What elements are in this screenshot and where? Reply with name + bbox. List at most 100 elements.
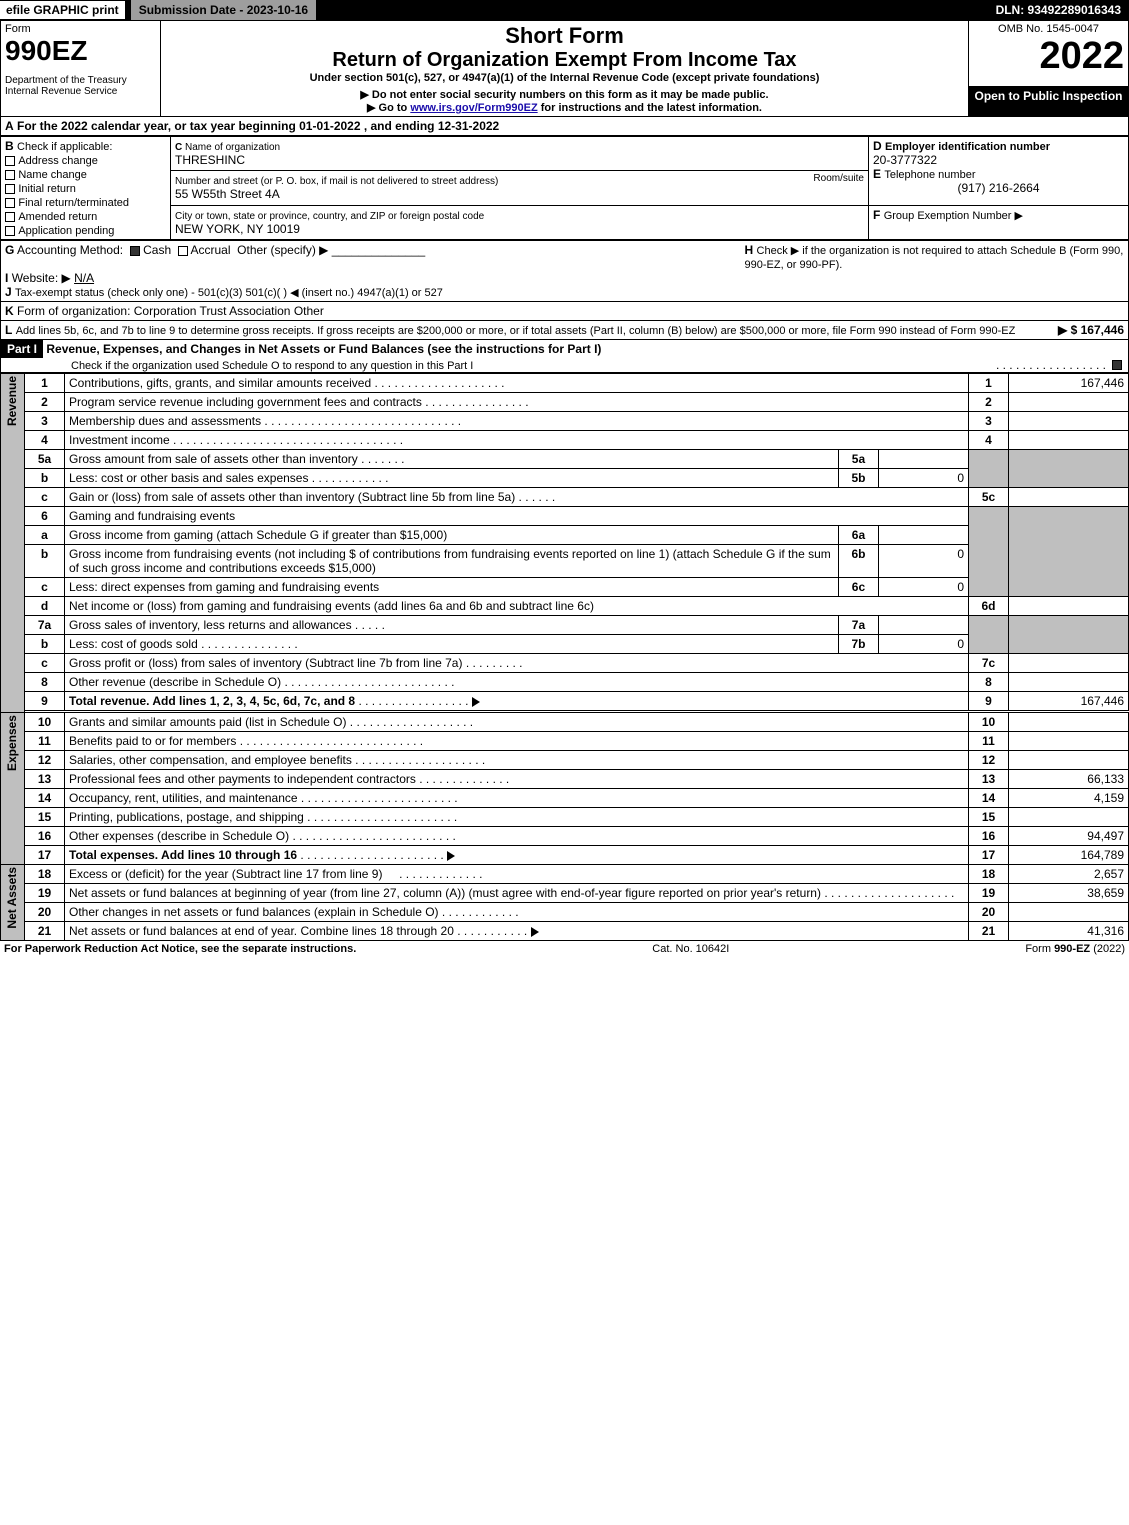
num-21: 21 [25, 922, 65, 941]
box-18: 18 [969, 865, 1009, 884]
box-9: 9 [969, 692, 1009, 711]
num-3: 3 [25, 412, 65, 431]
row-6b: b Gross income from fundraising events (… [1, 545, 1129, 578]
num-5b: b [25, 469, 65, 488]
mbox-6a: 6a [838, 526, 878, 545]
check-final-return[interactable] [5, 198, 15, 208]
txt-6: Gaming and fundraising events [65, 507, 969, 526]
arrow-icon [472, 697, 480, 707]
amt-1: 167,446 [1009, 374, 1129, 393]
mbox-6b: 6b [838, 545, 878, 578]
mbox-7b: 7b [838, 635, 878, 654]
mval-5a [878, 450, 968, 469]
box-21: 21 [969, 922, 1009, 941]
box-6d: 6d [969, 597, 1009, 616]
txt-12: Salaries, other compensation, and employ… [69, 753, 352, 767]
opt-amended-return: Amended return [18, 211, 97, 223]
txt-19: Net assets or fund balances at beginning… [69, 886, 821, 900]
part1-label: Part I [1, 340, 43, 358]
row-2: 2 Program service revenue including gove… [1, 393, 1129, 412]
row-4: 4 Investment income . . . . . . . . . . … [1, 431, 1129, 450]
row-5a: 5a Gross amount from sale of assets othe… [1, 450, 1129, 469]
txt-14: Occupancy, rent, utilities, and maintena… [69, 791, 298, 805]
mval-7a [878, 616, 968, 635]
mval-7b: 0 [878, 635, 968, 654]
amt-17: 164,789 [1009, 846, 1129, 865]
box-7c: 7c [969, 654, 1009, 673]
row-7c: c Gross profit or (loss) from sales of i… [1, 654, 1129, 673]
entity-block: B Check if applicable: Address change Na… [0, 136, 1129, 240]
g-cash: Cash [143, 243, 171, 257]
omb-label: OMB No. 1545-0047 [973, 23, 1124, 35]
goto-post: for instructions and the latest informat… [538, 102, 762, 114]
mval-6b: 0 [878, 545, 968, 578]
return-title: Return of Organization Exempt From Incom… [165, 49, 964, 72]
room-label: Room/suite [813, 173, 864, 184]
side-expenses: Expenses [5, 715, 19, 771]
box-14: 14 [969, 789, 1009, 808]
amt-19: 38,659 [1009, 884, 1129, 903]
form-header: Form 990EZ Department of the Treasury In… [0, 20, 1129, 117]
mbox-5b: 5b [838, 469, 878, 488]
check-name-change[interactable] [5, 170, 15, 180]
txt-18: Excess or (deficit) for the year (Subtra… [69, 867, 382, 881]
top-bar: efile GRAPHIC print Submission Date - 20… [0, 0, 1129, 20]
mval-5b: 0 [878, 469, 968, 488]
ssn-warning: ▶ Do not enter social security numbers o… [165, 88, 964, 101]
num-6c: c [25, 578, 65, 597]
txt-9: Total revenue. Add lines 1, 2, 3, 4, 5c,… [69, 694, 355, 708]
num-6a: a [25, 526, 65, 545]
open-to-public: Open to Public Inspection [969, 86, 1129, 117]
check-initial-return[interactable] [5, 184, 15, 194]
g-other: Other (specify) ▶ [237, 243, 328, 257]
box-13: 13 [969, 770, 1009, 789]
amt-7c [1009, 654, 1129, 673]
mbox-5a: 5a [838, 450, 878, 469]
txt-7b: Less: cost of goods sold [69, 637, 198, 651]
check-address-change[interactable] [5, 156, 15, 166]
txt-6c: Less: direct expenses from gaming and fu… [65, 578, 839, 597]
num-5a: 5a [25, 450, 65, 469]
num-6: 6 [25, 507, 65, 526]
txt-20: Other changes in net assets or fund bala… [69, 905, 439, 919]
num-12: 12 [25, 751, 65, 770]
row-3: 3 Membership dues and assessments . . . … [1, 412, 1129, 431]
box-10: 10 [969, 713, 1009, 732]
amt-2 [1009, 393, 1129, 412]
num-13: 13 [25, 770, 65, 789]
l-text: Add lines 5b, 6c, and 7b to line 9 to de… [16, 325, 1016, 337]
num-4: 4 [25, 431, 65, 450]
num-6d: d [25, 597, 65, 616]
form-word: Form [5, 23, 156, 35]
part1-heading: Revenue, Expenses, and Changes in Net As… [46, 342, 601, 356]
arrow-icon [447, 851, 455, 861]
box-20: 20 [969, 903, 1009, 922]
row-11: 11 Benefits paid to or for members . . .… [1, 732, 1129, 751]
num-9: 9 [25, 692, 65, 711]
dept-label: Department of the Treasury Internal Reve… [5, 75, 156, 97]
footer-left: For Paperwork Reduction Act Notice, see … [4, 943, 356, 955]
ein: 20-3777322 [873, 153, 937, 167]
opt-application-pending: Application pending [18, 225, 114, 237]
mval-6a [878, 526, 968, 545]
irs-link[interactable]: www.irs.gov/Form990EZ [410, 102, 537, 114]
goto-line: ▶ Go to www.irs.gov/Form990EZ for instru… [165, 101, 964, 114]
short-form-title: Short Form [165, 23, 964, 49]
street: 55 W55th Street 4A [175, 187, 280, 201]
goto-pre: ▶ Go to [367, 102, 410, 114]
subtitle: Under section 501(c), 527, or 4947(a)(1)… [165, 72, 964, 84]
check-amended-return[interactable] [5, 212, 15, 222]
part1-header: Part I Revenue, Expenses, and Changes in… [0, 340, 1129, 373]
txt-11: Benefits paid to or for members [69, 734, 236, 748]
footer-mid: Cat. No. 10642I [652, 943, 729, 955]
opt-address-change: Address change [18, 155, 98, 167]
check-application-pending[interactable] [5, 226, 15, 236]
amt-12 [1009, 751, 1129, 770]
check-accrual[interactable] [178, 246, 188, 256]
amt-11 [1009, 732, 1129, 751]
check-schedule-o[interactable] [1112, 360, 1122, 370]
f-label: Group Exemption Number ▶ [884, 210, 1023, 222]
box-12: 12 [969, 751, 1009, 770]
check-cash[interactable] [130, 246, 140, 256]
k-text: Form of organization: Corporation Trust … [17, 304, 324, 318]
